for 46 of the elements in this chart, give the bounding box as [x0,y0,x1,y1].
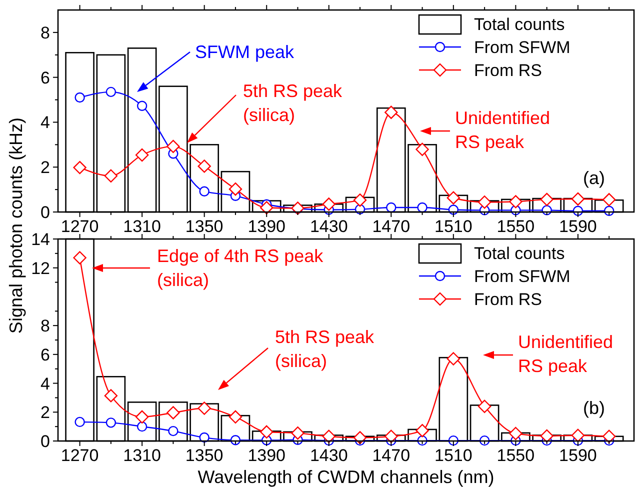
x-tick-label: 1430 [310,217,348,236]
x-tick-label: 1590 [559,217,597,236]
legend-label: From RS [474,61,542,80]
annotation: (b) [583,398,605,418]
y-tick-label: 14 [31,230,50,249]
y-tick-label: 4 [40,374,50,394]
y-tick-label: 2 [40,158,50,178]
legend-label: From SFWM [474,267,570,286]
annotation: (a) [583,168,605,188]
y-tick-label: 8 [40,316,50,336]
x-tick-label: 1310 [123,446,161,465]
y-tick-label: 6 [40,68,50,88]
legend-label: Total counts [474,244,565,263]
annotation: 5th RS peak (silica) [275,327,376,371]
x-tick-label: 1350 [185,217,224,236]
y-tick-label: 0 [40,432,50,451]
annotation: 5th RS peak (silica) [243,81,344,125]
y-tick-label: 0 [40,203,50,222]
x-axis-title: Wavelength of CWDM channels (nm) [198,467,494,487]
y-tick-label: 2 [40,403,50,422]
annotation: SFWM peak [195,42,296,62]
x-tick-label: 1270 [60,217,99,236]
legend-label: From SFWM [474,38,570,57]
x-tick-label: 1350 [185,446,224,465]
legend-label: From RS [474,290,542,309]
x-tick-label: 1310 [123,217,161,236]
y-axis-title: Signal photon counts (kHz) [6,117,26,334]
y-tick-label: 6 [40,345,50,364]
x-tick-label: 1590 [559,446,597,465]
x-tick-label: 1470 [372,446,410,465]
x-tick-label: 1550 [496,217,535,236]
x-tick-label: 1430 [310,446,348,465]
x-tick-label: 1470 [372,217,410,236]
annotation: Unidentified RS peak [455,108,550,152]
x-tick-label: 1510 [434,217,472,236]
legend-label: Total counts [474,15,565,34]
y-tick-label: 12 [31,258,50,278]
annotation: Edge of 4th RS peak (silica) [157,246,324,290]
x-tick-label: 1270 [60,446,99,465]
x-tick-label: 1550 [496,446,535,465]
x-tick-label: 1390 [248,446,286,465]
x-tick-label: 1510 [434,446,472,465]
y-tick-label: 8 [40,23,50,42]
y-tick-label: 4 [40,113,50,132]
annotation: Unidentified RS peak [518,332,614,376]
x-tick-label: 1390 [248,217,286,236]
